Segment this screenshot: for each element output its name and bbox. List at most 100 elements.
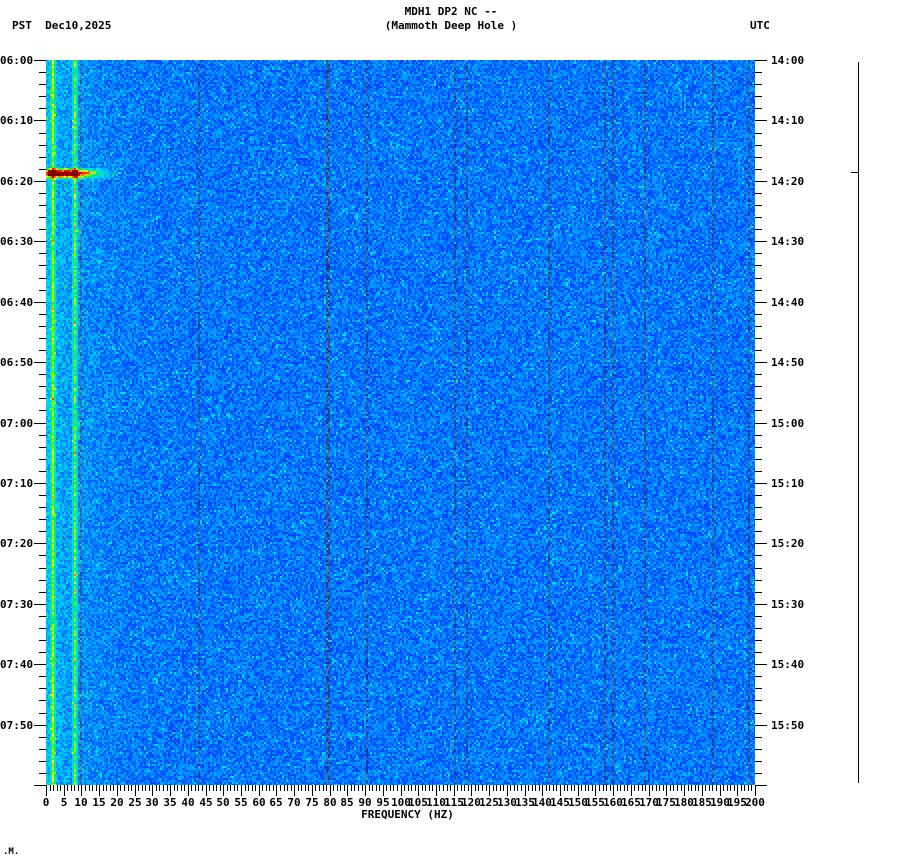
page-title: MDH1 DP2 NC --: [404, 5, 498, 18]
x-tick-minor: [464, 785, 465, 791]
x-tick-minor: [681, 785, 682, 791]
timezone-left-label: PST Dec10,2025: [12, 19, 112, 32]
y-tick-minor-right: [755, 652, 762, 653]
x-tick-major: [152, 785, 153, 796]
y-tick-minor-right: [755, 350, 762, 351]
y-tick-minor-left: [39, 374, 46, 375]
y-tick-minor-left: [39, 700, 46, 701]
x-tick-major: [560, 785, 561, 796]
y-tick-minor-right: [755, 531, 762, 532]
y-tick-minor-left: [39, 72, 46, 73]
x-tick-minor: [521, 785, 522, 791]
y-tick-major-left: [34, 785, 46, 786]
x-axis-tick-label: 70: [287, 796, 301, 809]
x-tick-major: [81, 785, 82, 796]
y-tick-minor-right: [755, 217, 762, 218]
x-axis-tick-label: 80: [323, 796, 337, 809]
x-tick-minor: [379, 785, 380, 791]
x-tick-minor: [397, 785, 398, 791]
x-tick-minor: [475, 785, 476, 791]
y-axis-left-label: 07:00: [0, 417, 34, 430]
y-tick-minor-left: [39, 773, 46, 774]
y-tick-minor-right: [755, 133, 762, 134]
y-tick-minor-left: [39, 338, 46, 339]
x-tick-minor: [163, 785, 164, 791]
x-tick-minor: [532, 785, 533, 791]
x-tick-minor: [567, 785, 568, 791]
x-tick-minor: [443, 785, 444, 791]
y-tick-minor-left: [39, 265, 46, 266]
y-tick-minor-left: [39, 314, 46, 315]
x-tick-minor: [159, 785, 160, 791]
y-axis-right-label: 14:00: [771, 54, 805, 67]
x-tick-minor: [705, 785, 706, 791]
x-axis-tick-label: 160: [603, 796, 623, 809]
x-tick-minor: [301, 785, 302, 791]
y-tick-minor-right: [755, 193, 762, 194]
x-axis-title: FREQUENCY (HZ): [361, 808, 454, 821]
y-axis-right-label: 14:50: [771, 356, 805, 369]
y-tick-minor-right: [755, 398, 762, 399]
x-tick-minor: [376, 785, 377, 791]
y-tick-minor-right: [755, 265, 762, 266]
x-tick-minor: [514, 785, 515, 791]
y-tick-minor-right: [755, 290, 762, 291]
y-tick-minor-left: [39, 592, 46, 593]
x-tick-major: [436, 785, 437, 796]
y-tick-minor-left: [39, 447, 46, 448]
x-tick-minor: [712, 785, 713, 791]
y-tick-minor-right: [755, 737, 762, 738]
y-tick-minor-left: [39, 290, 46, 291]
x-tick-minor: [716, 785, 717, 791]
x-tick-minor: [386, 785, 387, 791]
y-tick-major-left: [34, 181, 46, 182]
x-tick-minor: [486, 785, 487, 791]
x-tick-minor: [415, 785, 416, 791]
y-axis-right-label: 15:30: [771, 598, 805, 611]
y-tick-minor-right: [755, 84, 762, 85]
y-tick-minor-right: [755, 568, 762, 569]
x-tick-minor: [284, 785, 285, 791]
x-tick-minor: [656, 785, 657, 791]
y-tick-minor-right: [755, 229, 762, 230]
x-tick-minor: [659, 785, 660, 791]
x-axis-tick-label: 120: [461, 796, 481, 809]
y-tick-minor-left: [39, 205, 46, 206]
y-axis-right-label: 15:10: [771, 477, 805, 490]
y-tick-minor-left: [39, 713, 46, 714]
x-tick-minor: [252, 785, 253, 791]
x-axis-tick-label: 130: [497, 796, 517, 809]
y-tick-minor-right: [755, 72, 762, 73]
x-tick-major: [720, 785, 721, 796]
x-tick-major: [649, 785, 650, 796]
y-tick-major-right: [755, 543, 767, 544]
y-tick-major-right: [755, 241, 767, 242]
x-tick-minor: [556, 785, 557, 791]
x-tick-major: [631, 785, 632, 796]
corner-glyph: .M.: [3, 847, 20, 857]
x-tick-minor: [308, 785, 309, 791]
x-tick-minor: [78, 785, 79, 791]
y-axis-right-label: 14:30: [771, 235, 805, 248]
y-tick-minor-left: [39, 761, 46, 762]
x-axis-tick-label: 150: [568, 796, 588, 809]
y-axis-left-label: 06:40: [0, 296, 34, 309]
x-tick-minor: [319, 785, 320, 791]
y-axis-left-label: 07:30: [0, 598, 34, 611]
x-tick-minor: [138, 785, 139, 791]
x-tick-minor: [571, 785, 572, 791]
y-tick-minor-left: [39, 169, 46, 170]
y-tick-minor-left: [39, 253, 46, 254]
x-tick-minor: [195, 785, 196, 791]
x-tick-minor: [337, 785, 338, 791]
y-tick-minor-left: [39, 459, 46, 460]
y-tick-minor-right: [755, 278, 762, 279]
x-axis-tick-label: 170: [639, 796, 659, 809]
x-tick-minor: [145, 785, 146, 791]
x-tick-major: [507, 785, 508, 796]
x-tick-minor: [362, 785, 363, 791]
x-tick-minor: [493, 785, 494, 791]
y-tick-minor-left: [39, 507, 46, 508]
y-tick-major-right: [755, 483, 767, 484]
y-tick-minor-right: [755, 471, 762, 472]
